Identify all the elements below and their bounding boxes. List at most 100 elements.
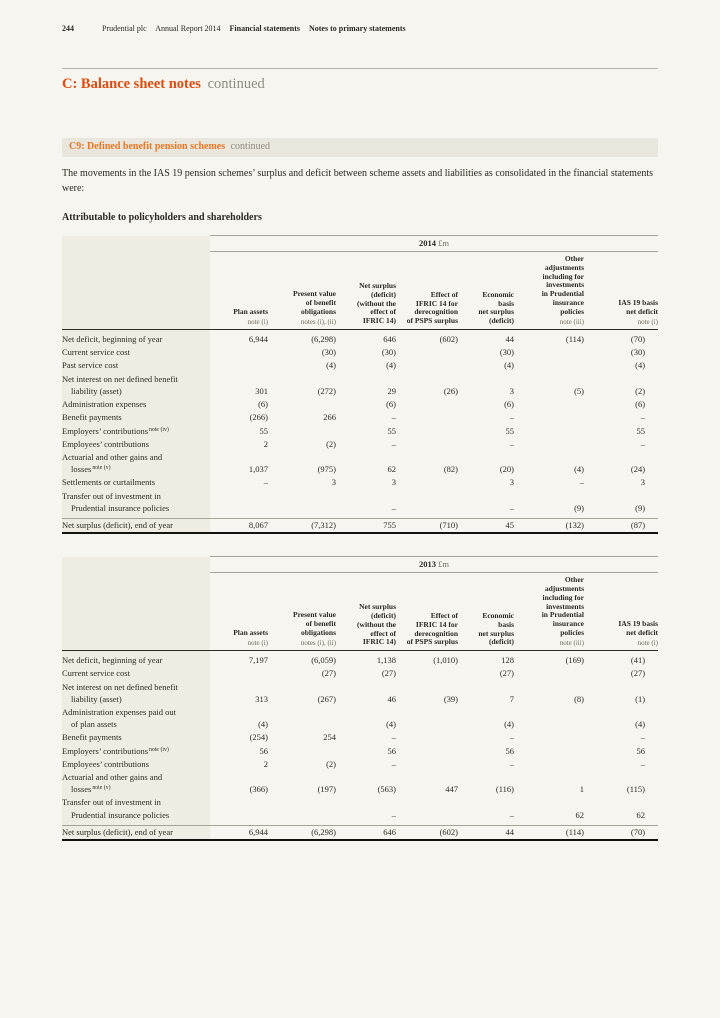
value-cell: [396, 667, 458, 680]
intro-paragraph: The movements in the IAS 19 pension sche…: [62, 168, 654, 194]
table-row: Employees’ contributions 2 (2) – – –: [62, 437, 658, 451]
table-year-label: 2014 £m: [210, 235, 659, 252]
table-row: Employees’ contributions 2 (2) – – –: [62, 757, 658, 771]
value-cell: (27): [321, 668, 336, 679]
value-cell: 55: [505, 425, 515, 436]
tables-host: 2014 £m Plan assets note (i) Present value o…: [62, 235, 659, 842]
value-cell: (30): [321, 347, 336, 358]
value-cell: (6,298): [268, 824, 336, 842]
value-cell: 1,138: [376, 655, 396, 666]
row-label: Benefit payments: [62, 730, 210, 745]
column-note: note (iii): [559, 317, 584, 326]
value-cell: [396, 476, 458, 489]
value-cell: (6): [258, 399, 268, 410]
row-label: Employees’ contributions: [62, 437, 210, 451]
note-section-header: C9: Defined benefit pension schemes cont…: [62, 138, 658, 157]
value-cell: (4): [574, 464, 584, 475]
divider-rule: [62, 68, 658, 69]
value-cell: 44: [505, 334, 515, 345]
value-cell: (1,010): [433, 655, 458, 666]
pension-movements-table-2014: 2014 £m Plan assets note (i) Present value o…: [62, 235, 659, 535]
section-text: Financial statements: [229, 24, 300, 33]
value-cell: (4): [635, 360, 646, 371]
table-row: Actuarial and other gains and lossesnote …: [62, 770, 658, 796]
value-cell: [514, 731, 584, 744]
value-cell: –: [391, 809, 396, 820]
value-cell: (4): [635, 719, 646, 730]
value-cell: (26): [443, 385, 458, 396]
value-cell: 7: [509, 693, 514, 704]
value-cell: 6,944: [210, 824, 268, 842]
value-cell: 56: [259, 745, 269, 756]
value-cell: (266): [249, 412, 268, 423]
row-label: Transfer out of investment in Prudential …: [62, 795, 210, 826]
table-row: Settlements or curtailments – 3 3 3 – 3: [62, 475, 658, 490]
value-cell: –: [391, 758, 396, 769]
stub-spacer: [62, 235, 210, 252]
value-cell: [268, 744, 336, 757]
value-cell: (30): [381, 347, 396, 358]
value-cell: [514, 667, 584, 680]
value-cell: (87): [584, 517, 659, 535]
value-cell: –: [391, 502, 396, 513]
value-cell: 62: [575, 809, 585, 820]
column-header: Economic basis net surplus (deficit): [458, 572, 514, 652]
value-cell: (563): [377, 784, 396, 795]
value-cell: [268, 706, 336, 731]
row-label: Past service cost: [62, 358, 210, 373]
value-cell: –: [640, 758, 646, 769]
page-title-continued: continued: [207, 76, 265, 92]
value-cell: (82): [443, 464, 458, 475]
column-note: note (i): [247, 317, 268, 326]
value-cell: (6): [386, 399, 396, 410]
value-cell: [514, 706, 584, 731]
value-cell: 29: [387, 385, 397, 396]
value-cell: (6): [504, 399, 514, 410]
value-cell: [396, 424, 458, 437]
value-cell: (1): [635, 693, 646, 704]
table-row: Administration expenses (6) (6) (6) (6): [62, 397, 658, 411]
subsection-text: Notes to primary statements: [308, 24, 406, 33]
column-header: Effect of IFRIC 14 for derecognition of PSP…: [396, 572, 458, 652]
row-label: Net surplus (deficit), end of year: [62, 824, 210, 842]
value-cell: (2): [326, 758, 336, 769]
year-header-row: 2014 £m: [62, 235, 659, 252]
value-cell: (975): [317, 464, 336, 475]
value-cell: (41): [630, 655, 646, 666]
value-cell: (4): [504, 719, 514, 730]
value-cell: 755: [336, 517, 396, 535]
value-cell: 3: [391, 477, 396, 488]
value-cell: 45: [458, 517, 514, 535]
value-cell: [268, 796, 336, 825]
note-reference: note (v): [92, 465, 111, 472]
value-cell: [396, 398, 458, 411]
stub-spacer: [62, 556, 210, 573]
value-cell: [210, 796, 268, 825]
value-cell: [514, 744, 584, 757]
value-cell: –: [391, 732, 396, 743]
row-label: Settlements or curtailments: [62, 475, 210, 490]
value-cell: [514, 411, 584, 424]
value-cell: (4): [326, 360, 336, 371]
row-label: Employers’ contributionsnote (iv): [62, 744, 210, 758]
row-label: Employees’ contributions: [62, 757, 210, 771]
value-cell: (4): [386, 719, 396, 730]
value-cell: [396, 489, 458, 518]
table-row: Benefit payments (266) 266 – – –: [62, 410, 658, 424]
column-header-row: Plan assets note (i) Present value of benef…: [62, 572, 659, 652]
value-cell: (169): [565, 655, 584, 666]
value-cell: 55: [387, 425, 397, 436]
value-cell: –: [263, 477, 268, 488]
value-cell: (2): [635, 385, 646, 396]
table-row: Transfer out of investment in Prudential …: [62, 795, 658, 826]
column-header: Economic basis net surplus (deficit): [458, 251, 514, 331]
value-cell: –: [509, 732, 514, 743]
table-row: Employers’ contributionsnote (iv) 56 56 56 5…: [62, 744, 658, 758]
column-header: Other adjustments including for investments…: [514, 572, 584, 652]
value-cell: [396, 744, 458, 757]
value-cell: [514, 398, 584, 411]
value-cell: (39): [443, 693, 458, 704]
value-cell: 447: [445, 784, 458, 795]
value-cell: (4): [504, 360, 514, 371]
column-header: Net surplus (deficit) (without the effect o…: [336, 251, 396, 331]
